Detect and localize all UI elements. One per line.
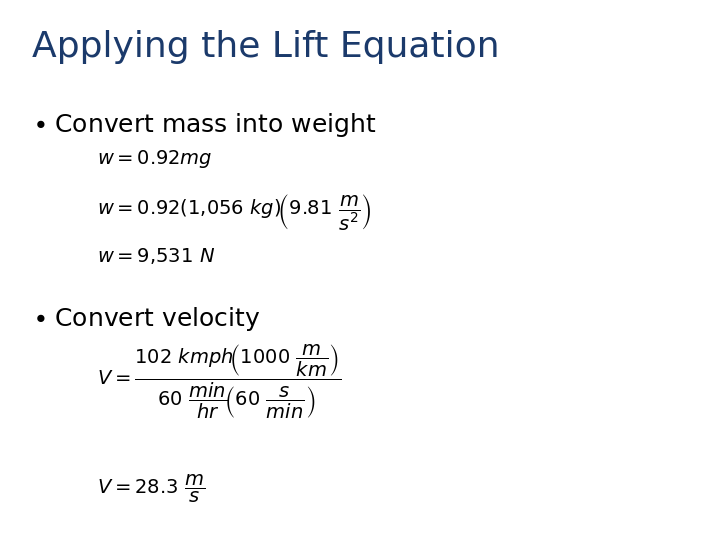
Text: Applying the Lift Equation: Applying the Lift Equation xyxy=(32,30,500,64)
Text: $w = 9{,}531\ N$: $w = 9{,}531\ N$ xyxy=(97,246,215,266)
Text: $\bullet\;$Convert mass into weight: $\bullet\;$Convert mass into weight xyxy=(32,111,377,139)
Text: $V = \dfrac{102\ \mathit{kmph}\!\left(1000\ \dfrac{m}{\mathit{km}}\right)}{60\ \: $V = \dfrac{102\ \mathit{kmph}\!\left(10… xyxy=(97,343,341,421)
Text: $w = 0.92mg$: $w = 0.92mg$ xyxy=(97,148,212,171)
Text: $w = 0.92(1{,}056\ \mathit{kg})\!\left(9.81\ \dfrac{m}{s^2}\right)$: $w = 0.92(1{,}056\ \mathit{kg})\!\left(9… xyxy=(97,192,372,232)
Text: $V = 28.3\ \dfrac{m}{s}$: $V = 28.3\ \dfrac{m}{s}$ xyxy=(97,472,205,504)
Text: $\bullet\;$Convert velocity: $\bullet\;$Convert velocity xyxy=(32,305,261,333)
